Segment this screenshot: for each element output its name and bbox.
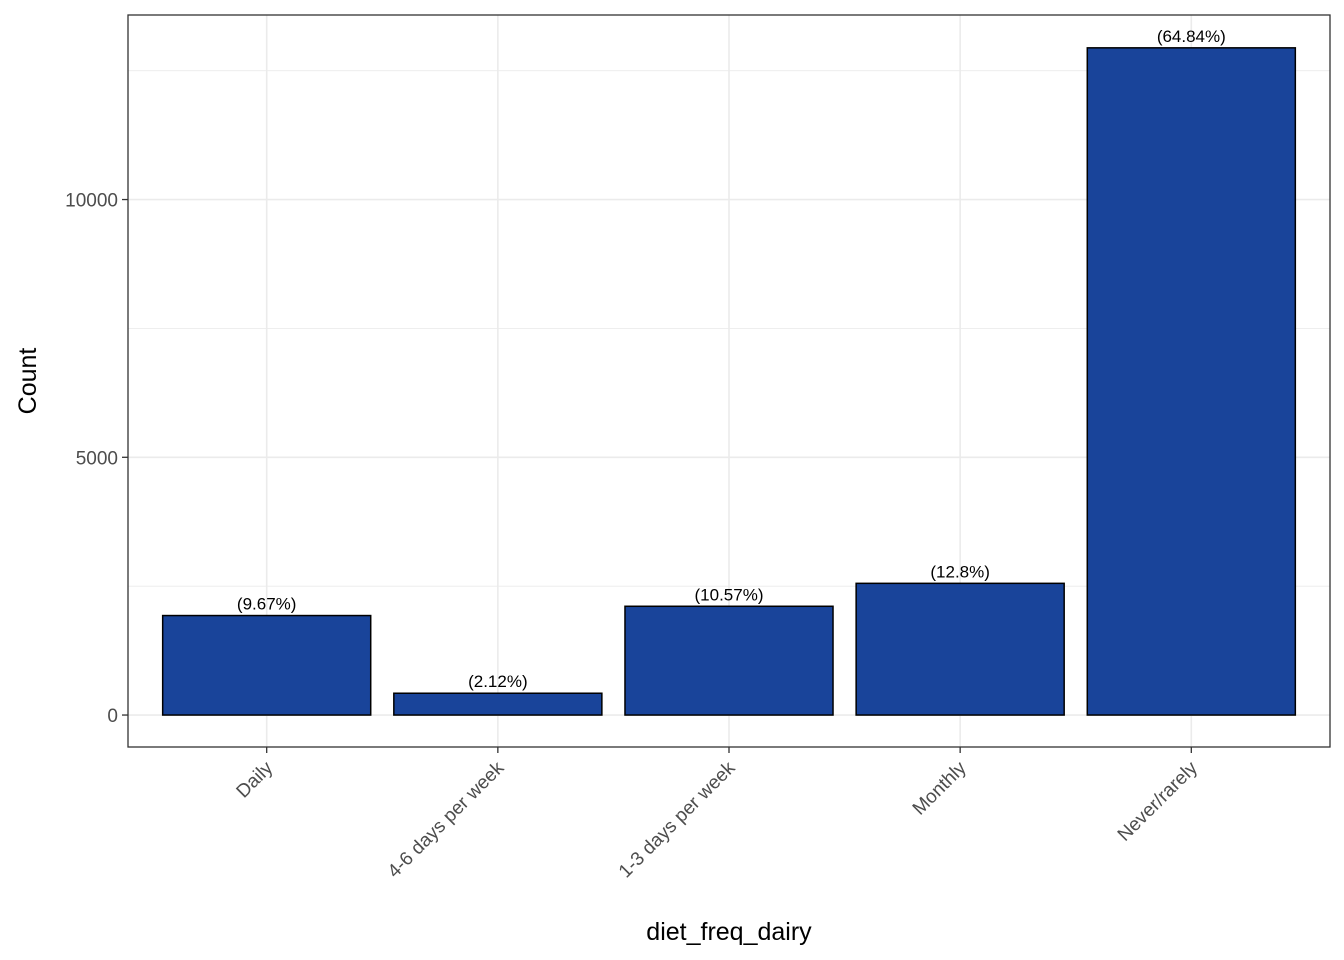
y-axis: 0 5000 10000 <box>65 191 128 727</box>
bars <box>161 47 1297 716</box>
y-tick-label: 0 <box>107 706 118 727</box>
x-axis-title: diet_freq_dairy <box>646 918 812 946</box>
bar <box>624 605 834 716</box>
y-tick-label: 10000 <box>65 191 118 212</box>
y-axis-title: Count <box>14 348 42 415</box>
y-tick-label: 5000 <box>76 448 118 469</box>
data-label: (64.84%) <box>1157 27 1226 46</box>
data-label: (10.57%) <box>695 585 764 604</box>
data-labels: (9.67%) (2.12%) (10.57%) (12.8%) (64.84%) <box>237 27 1226 691</box>
data-label: (12.8%) <box>930 562 990 581</box>
bar <box>393 692 603 716</box>
data-label: (9.67%) <box>237 595 297 614</box>
data-label: (2.12%) <box>468 672 528 691</box>
bar <box>855 582 1065 716</box>
bar <box>1086 47 1297 716</box>
bar <box>161 614 372 716</box>
